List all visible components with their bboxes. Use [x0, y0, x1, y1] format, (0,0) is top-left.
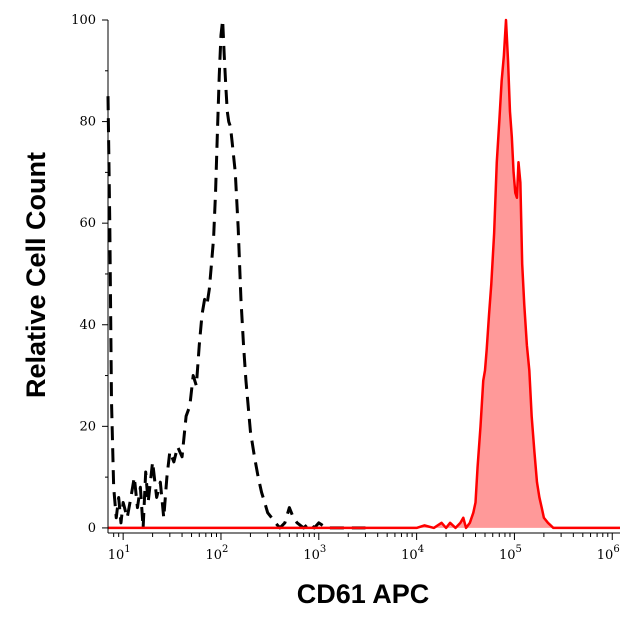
x-tick-label: 102 [206, 544, 229, 563]
series-1-line [108, 18, 620, 530]
series-1-fill [108, 20, 620, 528]
x-tick-label: 106 [597, 544, 620, 563]
series-0-line [106, 18, 366, 530]
y-axis-title: Relative Cell Count [21, 152, 51, 398]
x-tick-label: 103 [303, 544, 326, 563]
x-axis-title: CD61 APC [297, 579, 430, 609]
plot-area [106, 18, 620, 530]
axes: 0 20 40 60 80 100 101 102 103 104 105 106 [71, 13, 620, 563]
y-tick-label: 100 [71, 13, 96, 28]
y-tick-label: 0 [88, 521, 96, 536]
y-tick-label: 60 [79, 216, 96, 231]
x-tick-label: 101 [108, 544, 131, 563]
y-tick-label: 40 [79, 318, 96, 333]
y-tick-label: 20 [79, 419, 96, 434]
x-tick-label: 105 [499, 544, 522, 563]
y-tick-label: 80 [79, 115, 96, 130]
x-tick-label: 104 [401, 544, 424, 563]
